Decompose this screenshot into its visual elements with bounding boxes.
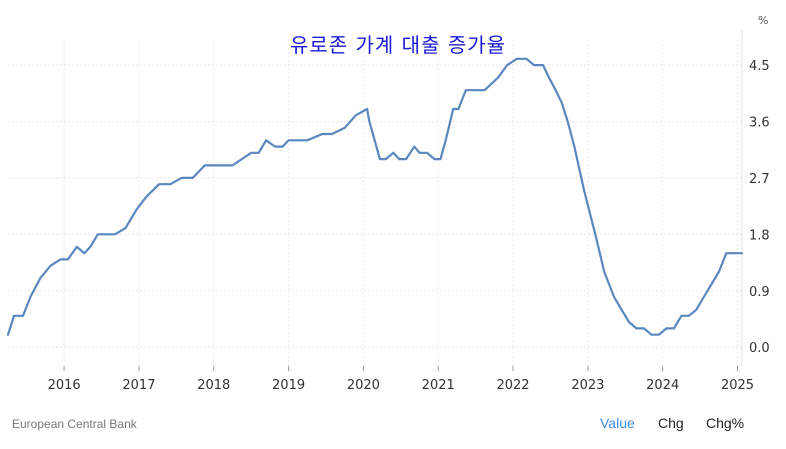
y-tick-label: 0.0 [749, 341, 770, 356]
source-label: European Central Bank [12, 417, 138, 431]
footer-tabs: Value Chg Chg% [600, 415, 744, 431]
y-tick-label: 3.6 [749, 116, 770, 131]
tab-chg[interactable]: Chg [658, 415, 684, 431]
y-unit-label: % [758, 14, 768, 27]
x-tick-label: 2021 [422, 378, 455, 393]
x-tick-label: 2024 [646, 378, 679, 393]
x-tick-label: 2023 [571, 378, 604, 393]
x-tick-label: 2022 [496, 378, 529, 393]
x-tick-label: 2019 [272, 378, 305, 393]
tab-chg-percent[interactable]: Chg% [706, 415, 744, 431]
x-tick-label: 2016 [48, 378, 81, 393]
x-axis: 2016 2017 2018 2019 2020 2021 2022 2023 2024 2025 [48, 366, 754, 393]
y-axis: 0.0 0.9 1.8 2.7 3.6 4.5 [741, 30, 770, 366]
series-line [6, 57, 744, 336]
y-tick-label: 0.9 [749, 285, 770, 300]
x-tick-label: 2017 [122, 378, 155, 393]
x-tick-label: 2020 [347, 378, 380, 393]
x-tick-label: 2018 [197, 378, 230, 393]
y-tick-label: 1.8 [749, 228, 770, 243]
y-tick-label: 2.7 [749, 172, 770, 187]
tab-value[interactable]: Value [600, 415, 635, 431]
y-tick-label: 4.5 [749, 59, 770, 74]
series-layer [6, 57, 744, 336]
grid [8, 40, 742, 366]
x-tick-label: 2025 [721, 378, 754, 393]
chart-title: 유로존 가계 대출 증가율 [290, 33, 506, 57]
